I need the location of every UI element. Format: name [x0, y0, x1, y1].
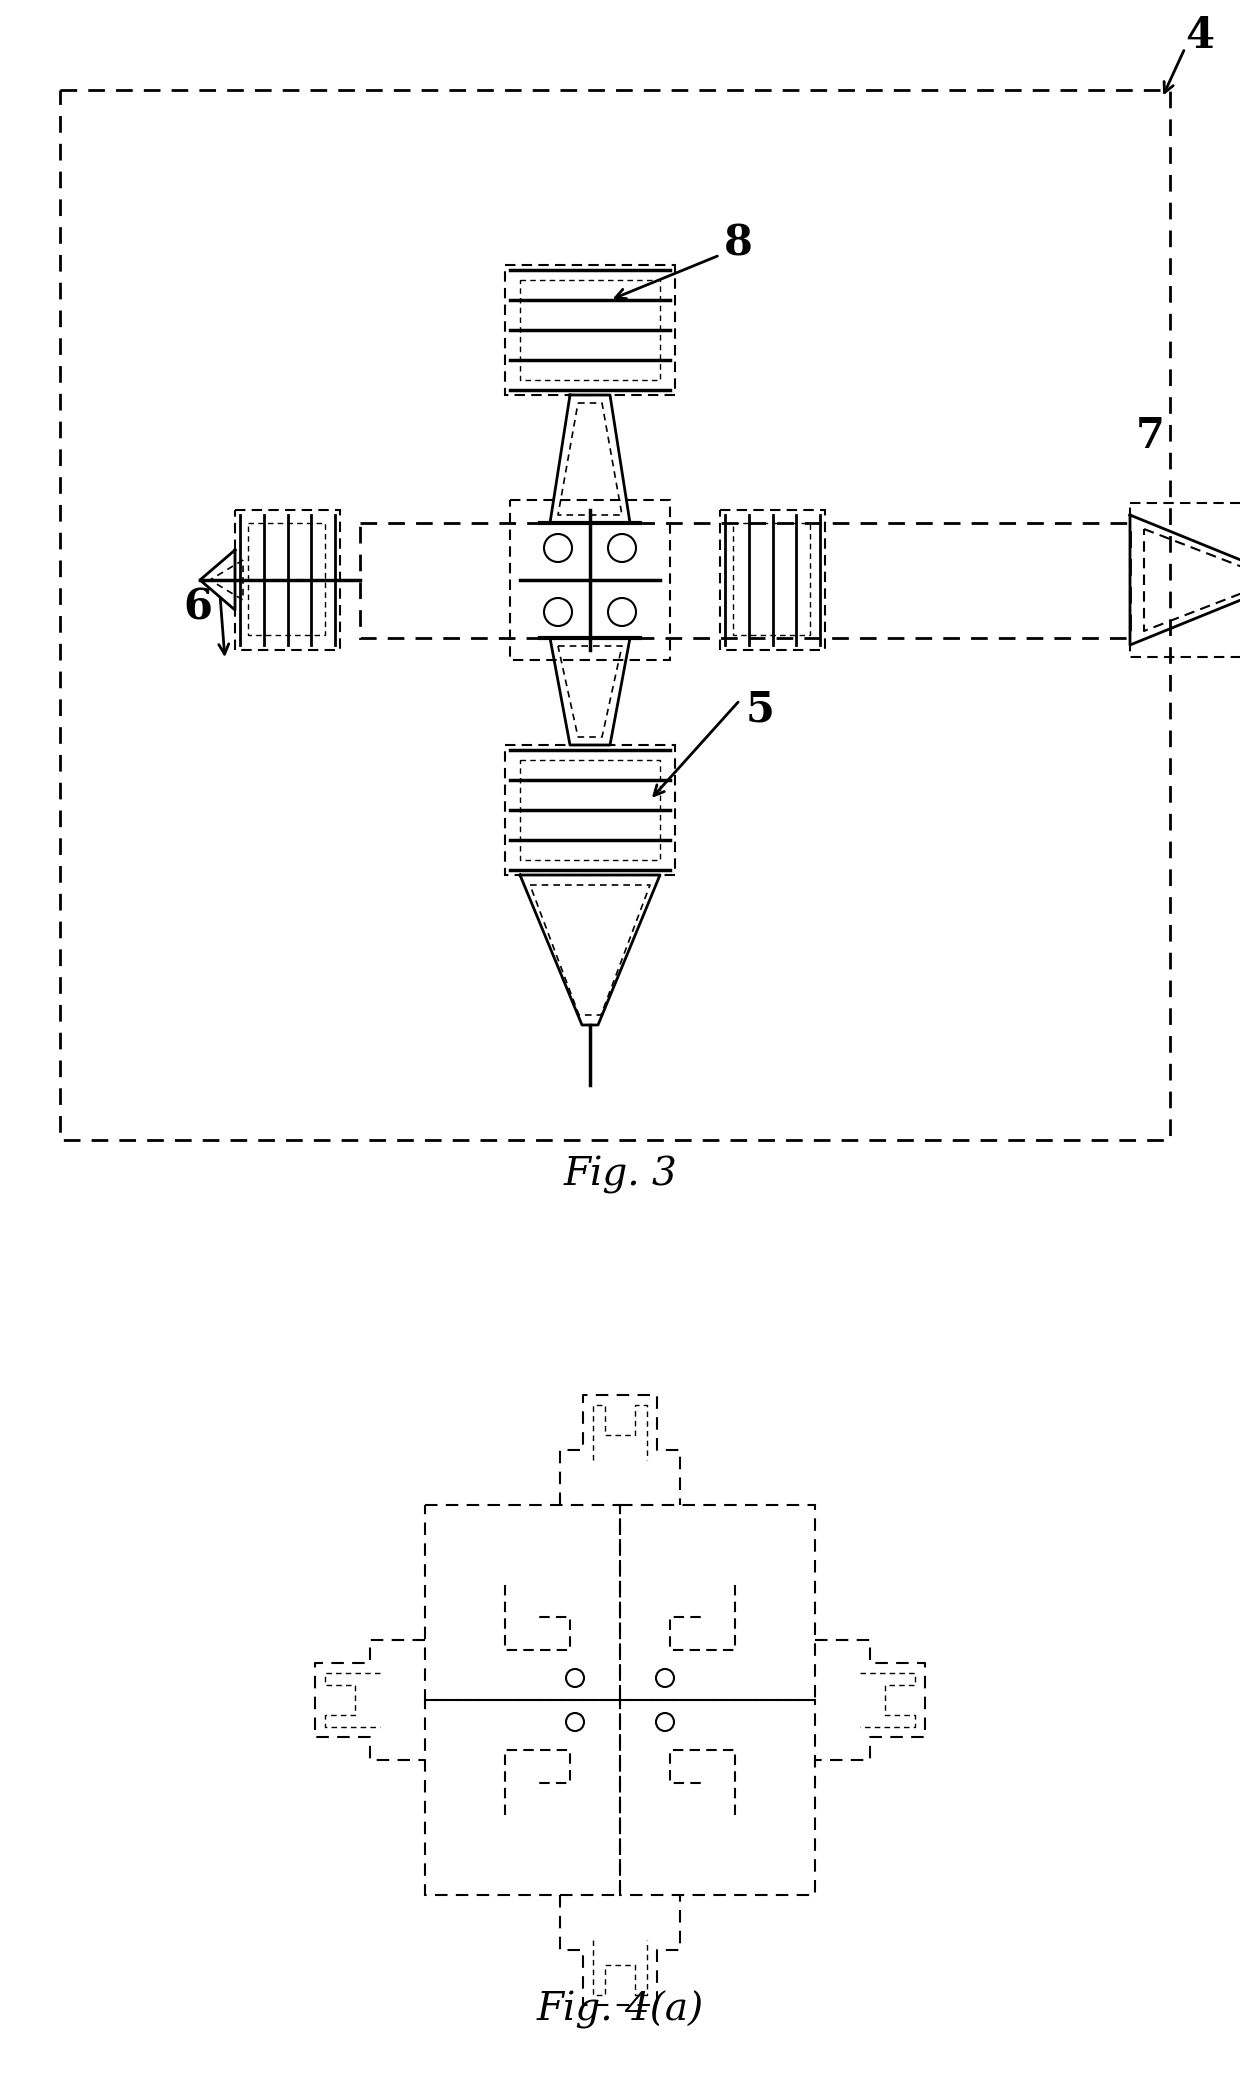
- Text: Fig. 3: Fig. 3: [563, 1156, 677, 1193]
- Text: 4: 4: [1185, 15, 1214, 56]
- Text: 6: 6: [184, 586, 212, 630]
- Text: 5: 5: [745, 688, 775, 730]
- Text: 8: 8: [724, 223, 753, 265]
- Text: 7: 7: [1136, 415, 1164, 457]
- Text: Fig. 4(a): Fig. 4(a): [537, 1990, 703, 2030]
